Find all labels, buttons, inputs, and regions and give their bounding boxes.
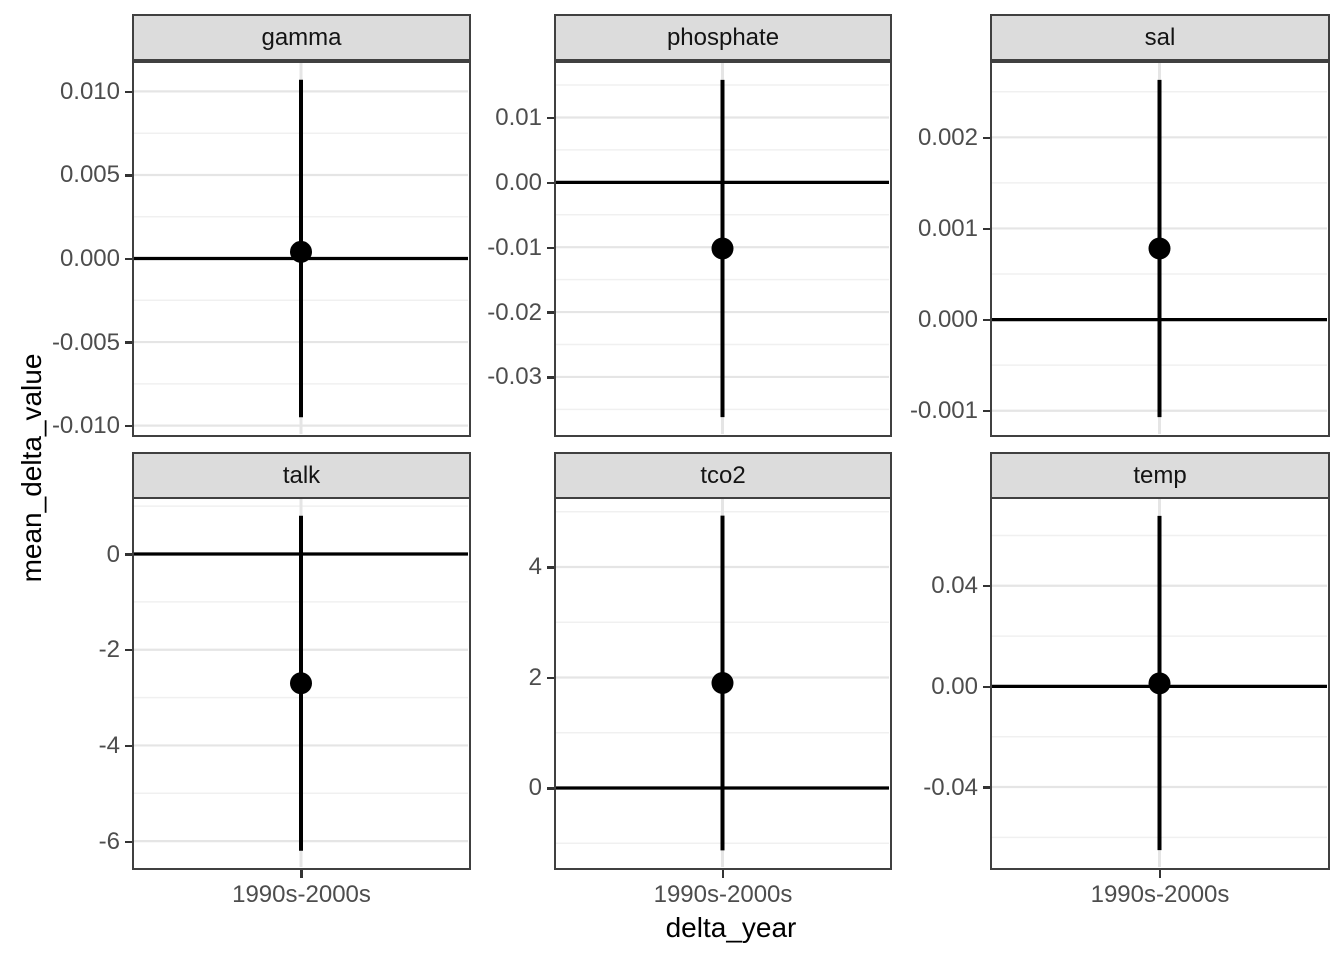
panel-canvas [992,499,1327,867]
y-tick-label: 0.005 [59,161,120,189]
facet-strip: temp [990,452,1330,499]
y-tick-label: 4 [528,553,542,581]
data-point [290,672,312,695]
y-tick-mark [125,257,132,261]
facet-panel [132,61,471,437]
y-tick-mark [125,840,132,843]
y-tick-label: -0.005 [51,328,120,356]
x-tick-mark [1158,870,1162,878]
panel-canvas [134,63,468,434]
y-tick-mark [125,174,132,177]
y-tick-label: 0 [106,540,120,568]
y-tick-label: 0.001 [917,214,978,242]
y-tick-mark [125,90,132,93]
y-tick-label: 0 [528,774,542,802]
y-tick-mark [983,319,990,322]
y-tick-mark [125,649,132,652]
x-tick-label: 1990s-2000s [232,881,371,908]
x-tick-mark [721,870,725,878]
y-tick-label: -0.001 [909,397,978,425]
y-tick-mark [547,787,554,790]
y-tick-label: -2 [98,636,120,664]
y-tick-mark [547,116,554,120]
y-tick-label: -6 [98,827,120,855]
y-tick-mark [547,181,554,184]
y-tick-mark [547,676,554,680]
y-tick-mark [125,553,132,556]
panel-canvas [992,63,1327,434]
y-tick-mark [125,744,132,748]
data-point [711,237,734,260]
y-tick-label: -0.02 [487,298,542,326]
y-tick-mark [983,410,990,413]
panel-canvas [134,499,468,867]
y-tick-label: -0.010 [51,412,120,440]
y-tick-mark [983,585,990,588]
y-tick-mark [547,566,554,569]
facet-strip: sal [990,14,1330,61]
y-tick-label: 0.04 [931,572,978,600]
facet-strip: talk [132,452,471,499]
x-tick-label: 1990s-2000s [1090,881,1230,908]
y-tick-label: -4 [98,731,120,759]
y-tick-label: 0.010 [59,77,120,105]
panel-canvas [556,499,889,867]
y-tick-mark [983,685,990,688]
y-axis-title: mean_delta_value [16,353,47,583]
facet-strip-label: sal [1144,23,1176,51]
data-point [1148,237,1171,260]
y-tick-label: 0.00 [495,168,542,196]
x-tick-mark [300,870,303,878]
y-tick-mark [547,376,554,379]
data-point [290,240,312,263]
facet-strip: tco2 [554,452,892,499]
y-tick-mark [983,786,990,789]
y-tick-mark [547,246,554,249]
y-tick-label: 0.000 [917,306,978,334]
y-tick-label: 0.000 [59,245,120,273]
y-tick-mark [125,341,132,344]
y-tick-label: 0.01 [495,103,542,131]
facet-strip: phosphate [554,14,892,61]
facet-strip-label: tco2 [700,461,746,489]
y-tick-mark [983,227,990,231]
data-point [1148,672,1171,695]
facet-strip-label: gamma [261,23,342,51]
y-tick-mark [547,311,554,314]
facet-strip-label: temp [1133,461,1187,489]
panel-canvas [556,63,889,434]
facet-panel [554,61,892,437]
facet-panel [554,497,892,870]
facet-strip: gamma [132,14,471,61]
facet-strip-label: phosphate [666,23,780,51]
data-point [711,672,734,694]
y-tick-mark [983,136,990,139]
x-axis-title: delta_year [665,912,797,943]
facet-panel [132,497,471,870]
y-tick-label: 2 [528,663,542,691]
y-tick-label: -0.01 [487,233,542,261]
y-tick-mark [125,425,132,428]
y-tick-label: 0.002 [917,123,978,151]
y-tick-label: 0.00 [931,672,978,700]
facet-panel [990,61,1330,437]
facet-panel [990,497,1330,870]
y-tick-label: -0.04 [923,773,978,801]
y-tick-label: -0.03 [487,363,542,391]
x-tick-label: 1990s-2000s [653,881,793,908]
facet-strip-label: talk [282,461,321,489]
